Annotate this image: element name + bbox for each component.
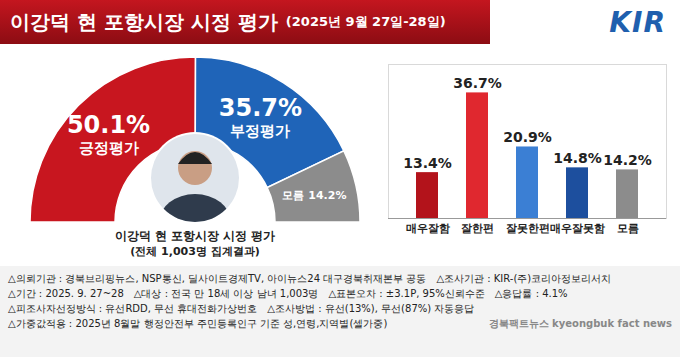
html-text:△가중값적용 : 2025년 8월말 행정안전부 주민등록인: △가중값적용 : 2025년 8월말 행정안전부 주민등록인구 기준 성,연령,…	[8, 318, 388, 329]
svg-text:긍정평가: 긍정평가	[79, 139, 139, 157]
html-text:△조사방법 : 유선(13%), 무선(87%) 자동응답: △조사방법 : 유선(13%), 무선(87%) 자동응답	[267, 303, 475, 314]
svg-text:잘한편: 잘한편	[461, 222, 494, 234]
html-text:△기간 : 2025. 9. 27~28: △기간 : 2025. 9. 27~28	[8, 288, 124, 299]
html-text:이강덕 현 포항시장 시정 평가 (2025년 9월 27일: 이강덕 현 포항시장 시정 평가 (2025년 9월 27일-28일)	[10, 9, 446, 34]
html-text:△표본오차 : ±3.1P, 95%신뢰수준: △표본오차 : ±3.1P, 95%신뢰수준	[328, 288, 485, 299]
html-text:△응답률 : 4.1%: △응답률 : 4.1%	[494, 288, 568, 299]
svg-text:14.8%: 14.8%	[553, 150, 602, 166]
svg-text:매우잘함: 매우잘함	[406, 222, 450, 234]
svg-text:13.4%: 13.4%	[403, 155, 452, 171]
svg-text:36.7%: 36.7%	[453, 75, 502, 91]
html-text:경북팩트뉴스 kyeongbuk fact news: 경북팩트뉴스 kyeongbuk fact news	[488, 318, 672, 329]
svg-text:잘못한편: 잘못한편	[506, 222, 550, 234]
html-text:△의뢰기관 : 경북브리핑뉴스, NSP통신, 딜사이트경제: △의뢰기관 : 경북브리핑뉴스, NSP통신, 딜사이트경제TV, 아이뉴스24…	[8, 273, 427, 284]
svg-text:모름 14.2%: 모름 14.2%	[282, 189, 346, 202]
svg-text:모름: 모름	[617, 222, 639, 234]
svg-text:부정평가: 부정평가	[230, 122, 290, 140]
svg-text:50.1%: 50.1%	[67, 111, 150, 139]
html-text:△피조사자선정방식 : 유선RDD, 무선 휴대전화가상번호: △피조사자선정방식 : 유선RDD, 무선 휴대전화가상번호	[8, 303, 258, 314]
svg-text:35.7%: 35.7%	[219, 94, 302, 122]
html-text:△대상 : 전국 만 18세 이상 남녀 1,003명: △대상 : 전국 만 18세 이상 남녀 1,003명	[133, 288, 319, 299]
svg-text:이강덕 현 포항시장 시정 평가: 이강덕 현 포항시장 시정 평가	[115, 229, 276, 243]
html-text:△조사기관 : KIR-(주)코리아정보리서치: △조사기관 : KIR-(주)코리아정보리서치	[436, 273, 612, 284]
html-text:KIR: KIR	[609, 6, 666, 39]
svg-text:매우잘못함: 매우잘못함	[550, 222, 605, 234]
svg-text:(전체 1,003명 집계결과): (전체 1,003명 집계결과)	[130, 245, 260, 258]
svg-text:20.9%: 20.9%	[503, 129, 552, 145]
svg-text:14.2%: 14.2%	[603, 152, 652, 168]
